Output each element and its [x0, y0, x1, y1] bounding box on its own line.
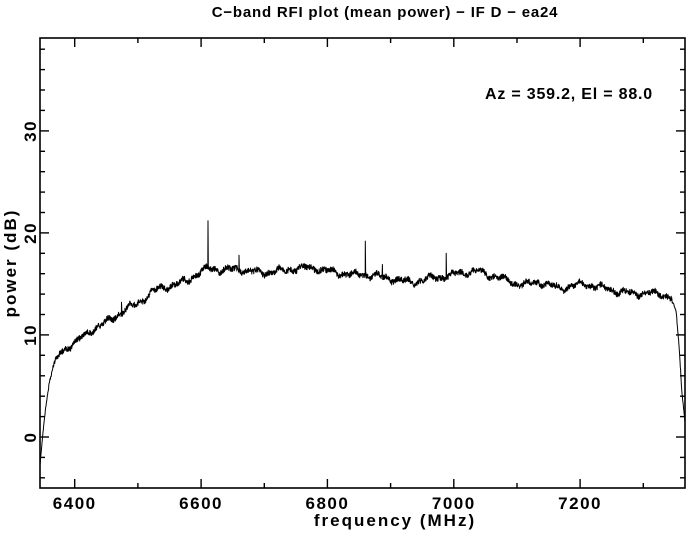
x-tick-label: 7000: [432, 494, 476, 513]
az-el-annotation: Az = 359.2, El = 88.0: [484, 86, 653, 103]
x-tick-label: 7200: [558, 494, 602, 513]
x-axis-label: frequency (MHz): [313, 511, 477, 530]
y-tick-label: 10: [21, 324, 40, 346]
axes-border: [39, 37, 686, 489]
data-trace: [39, 220, 686, 465]
x-tick-label: 6800: [305, 494, 349, 513]
y-tick-label: 0: [21, 432, 40, 443]
x-tick-label: 6400: [53, 494, 97, 513]
y-tick-label: 30: [21, 120, 40, 142]
plot-title: C−band RFI plot (mean power) − IF D − ea…: [211, 4, 559, 21]
y-tick-label: 20: [21, 222, 40, 244]
x-tick-label: 6600: [179, 494, 223, 513]
